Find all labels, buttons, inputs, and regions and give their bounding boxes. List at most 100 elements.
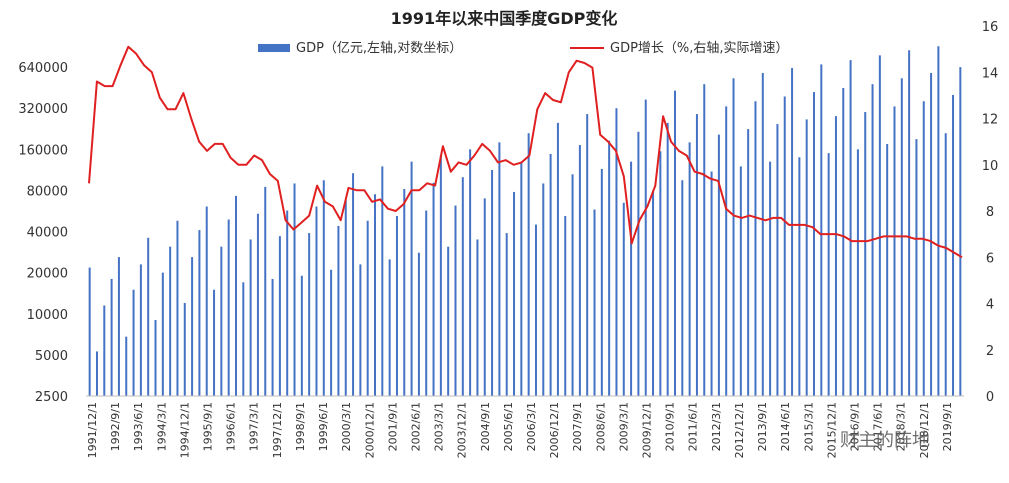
gdp-bar	[820, 64, 823, 397]
gdp-bar	[695, 114, 698, 396]
gdp-bar	[447, 246, 450, 396]
gdp-bar	[425, 210, 428, 396]
x-tick-label: 1995/9/1	[202, 402, 215, 451]
gdp-bar	[256, 213, 259, 396]
x-tick-label: 2017/6/1	[872, 402, 885, 451]
x-tick-label: 2016/9/1	[848, 402, 861, 451]
left-tick-label: 2500	[35, 390, 68, 405]
gdp-bar	[659, 151, 662, 396]
gdp-bar	[564, 215, 567, 396]
x-tick-label: 1999/6/1	[317, 402, 330, 451]
gdp-bar	[234, 195, 237, 396]
gdp-bar	[388, 259, 391, 396]
gdp-bar	[359, 264, 362, 396]
right-tick-label: 4	[986, 298, 994, 313]
gdp-bar	[95, 351, 98, 396]
gdp-bar	[769, 161, 772, 396]
x-tick-label: 2002/6/1	[409, 402, 422, 451]
gdp-bar	[732, 78, 735, 396]
gdp-bar	[930, 72, 933, 396]
gdp-bar	[505, 233, 508, 396]
watermark: 财主的阵地	[840, 430, 930, 451]
gdp-bar	[271, 278, 274, 396]
legend-label-growth: GDP增长（%,右轴,实际增速）	[610, 41, 789, 56]
x-tick-label: 2015/12/1	[825, 402, 838, 458]
gdp-bar	[527, 133, 530, 397]
x-tick-label: 2010/9/1	[664, 402, 677, 451]
gdp-bar	[117, 257, 120, 396]
x-tick-label: 2000/3/1	[340, 402, 353, 451]
gdp-bar	[842, 88, 845, 397]
gdp-bar	[608, 140, 611, 396]
gdp-bar	[191, 257, 194, 396]
legend-swatch-gdp	[258, 44, 290, 52]
gdp-bar	[461, 177, 464, 396]
gdp-bar	[725, 106, 728, 397]
x-tick-label: 2003/3/1	[433, 402, 446, 451]
gdp-bar	[278, 236, 281, 396]
gdp-bar	[249, 239, 252, 396]
right-tick-label: 14	[982, 66, 999, 81]
right-tick-label: 8	[986, 205, 994, 220]
gdp-bar	[754, 101, 757, 396]
gdp-bar	[952, 94, 955, 397]
gdp-bar	[337, 225, 340, 396]
gdp-bar	[673, 90, 676, 397]
gdp-bar	[717, 134, 720, 396]
gdp-bar	[813, 92, 816, 396]
gdp-bar	[915, 139, 918, 397]
gdp-bar	[454, 205, 457, 396]
gdp-bar	[586, 114, 589, 396]
gdp-bar	[571, 174, 574, 396]
gdp-bar	[652, 190, 655, 396]
gdp-bar	[344, 200, 347, 396]
right-tick-label: 10	[982, 159, 999, 174]
left-tick-label: 20000	[27, 267, 68, 282]
gdp-bar	[578, 145, 581, 396]
gdp-bar	[520, 163, 523, 396]
gdp-bar	[139, 264, 142, 396]
gdp-bar	[242, 282, 245, 396]
chart-title: 1991年以来中国季度GDP变化	[391, 9, 618, 28]
gdp-bar	[183, 302, 186, 396]
gdp-bar	[827, 153, 830, 396]
gdp-bar	[542, 183, 545, 396]
gdp-bar	[220, 246, 223, 396]
gdp-bar	[644, 99, 647, 396]
gdp-bar	[666, 122, 669, 396]
x-tick-label: 1991/12/1	[86, 402, 99, 458]
gdp-bar	[125, 336, 128, 396]
x-tick-label: 2009/12/1	[641, 402, 654, 458]
gdp-bar	[161, 272, 164, 396]
gdp-bar	[791, 68, 794, 396]
gdp-bar	[169, 246, 172, 396]
gdp-bar	[300, 275, 303, 396]
x-tick-label: 2006/12/1	[548, 402, 561, 458]
x-tick-label: 2000/12/1	[363, 402, 376, 458]
gdp-bar	[681, 180, 684, 396]
x-tick-label: 2001/9/1	[386, 402, 399, 451]
gdp-bar	[944, 133, 947, 397]
gdp-bar	[498, 142, 501, 396]
left-tick-label: 5000	[35, 349, 68, 364]
x-tick-label: 2018/12/1	[918, 402, 931, 458]
gdp-bar	[352, 173, 355, 396]
x-tick-label: 1993/6/1	[132, 402, 145, 451]
gdp-bar	[286, 210, 289, 396]
gdp-bar	[366, 220, 369, 396]
gdp-bars	[88, 46, 962, 397]
left-tick-label: 320000	[18, 102, 68, 117]
growth-line-layer	[88, 45, 963, 259]
gdp-bar	[688, 142, 691, 396]
gdp-bar	[403, 188, 406, 396]
gdp-bar	[776, 124, 779, 397]
gdp-bar	[205, 206, 208, 396]
x-tick-label: 1998/9/1	[294, 402, 307, 451]
left-tick-label: 640000	[18, 61, 68, 76]
x-tick-label: 2013/9/1	[756, 402, 769, 451]
x-tick-label: 1994/3/1	[155, 402, 168, 451]
x-tick-label: 2008/6/1	[594, 402, 607, 451]
gdp-bar	[534, 224, 537, 396]
gdp-bar	[908, 50, 911, 397]
